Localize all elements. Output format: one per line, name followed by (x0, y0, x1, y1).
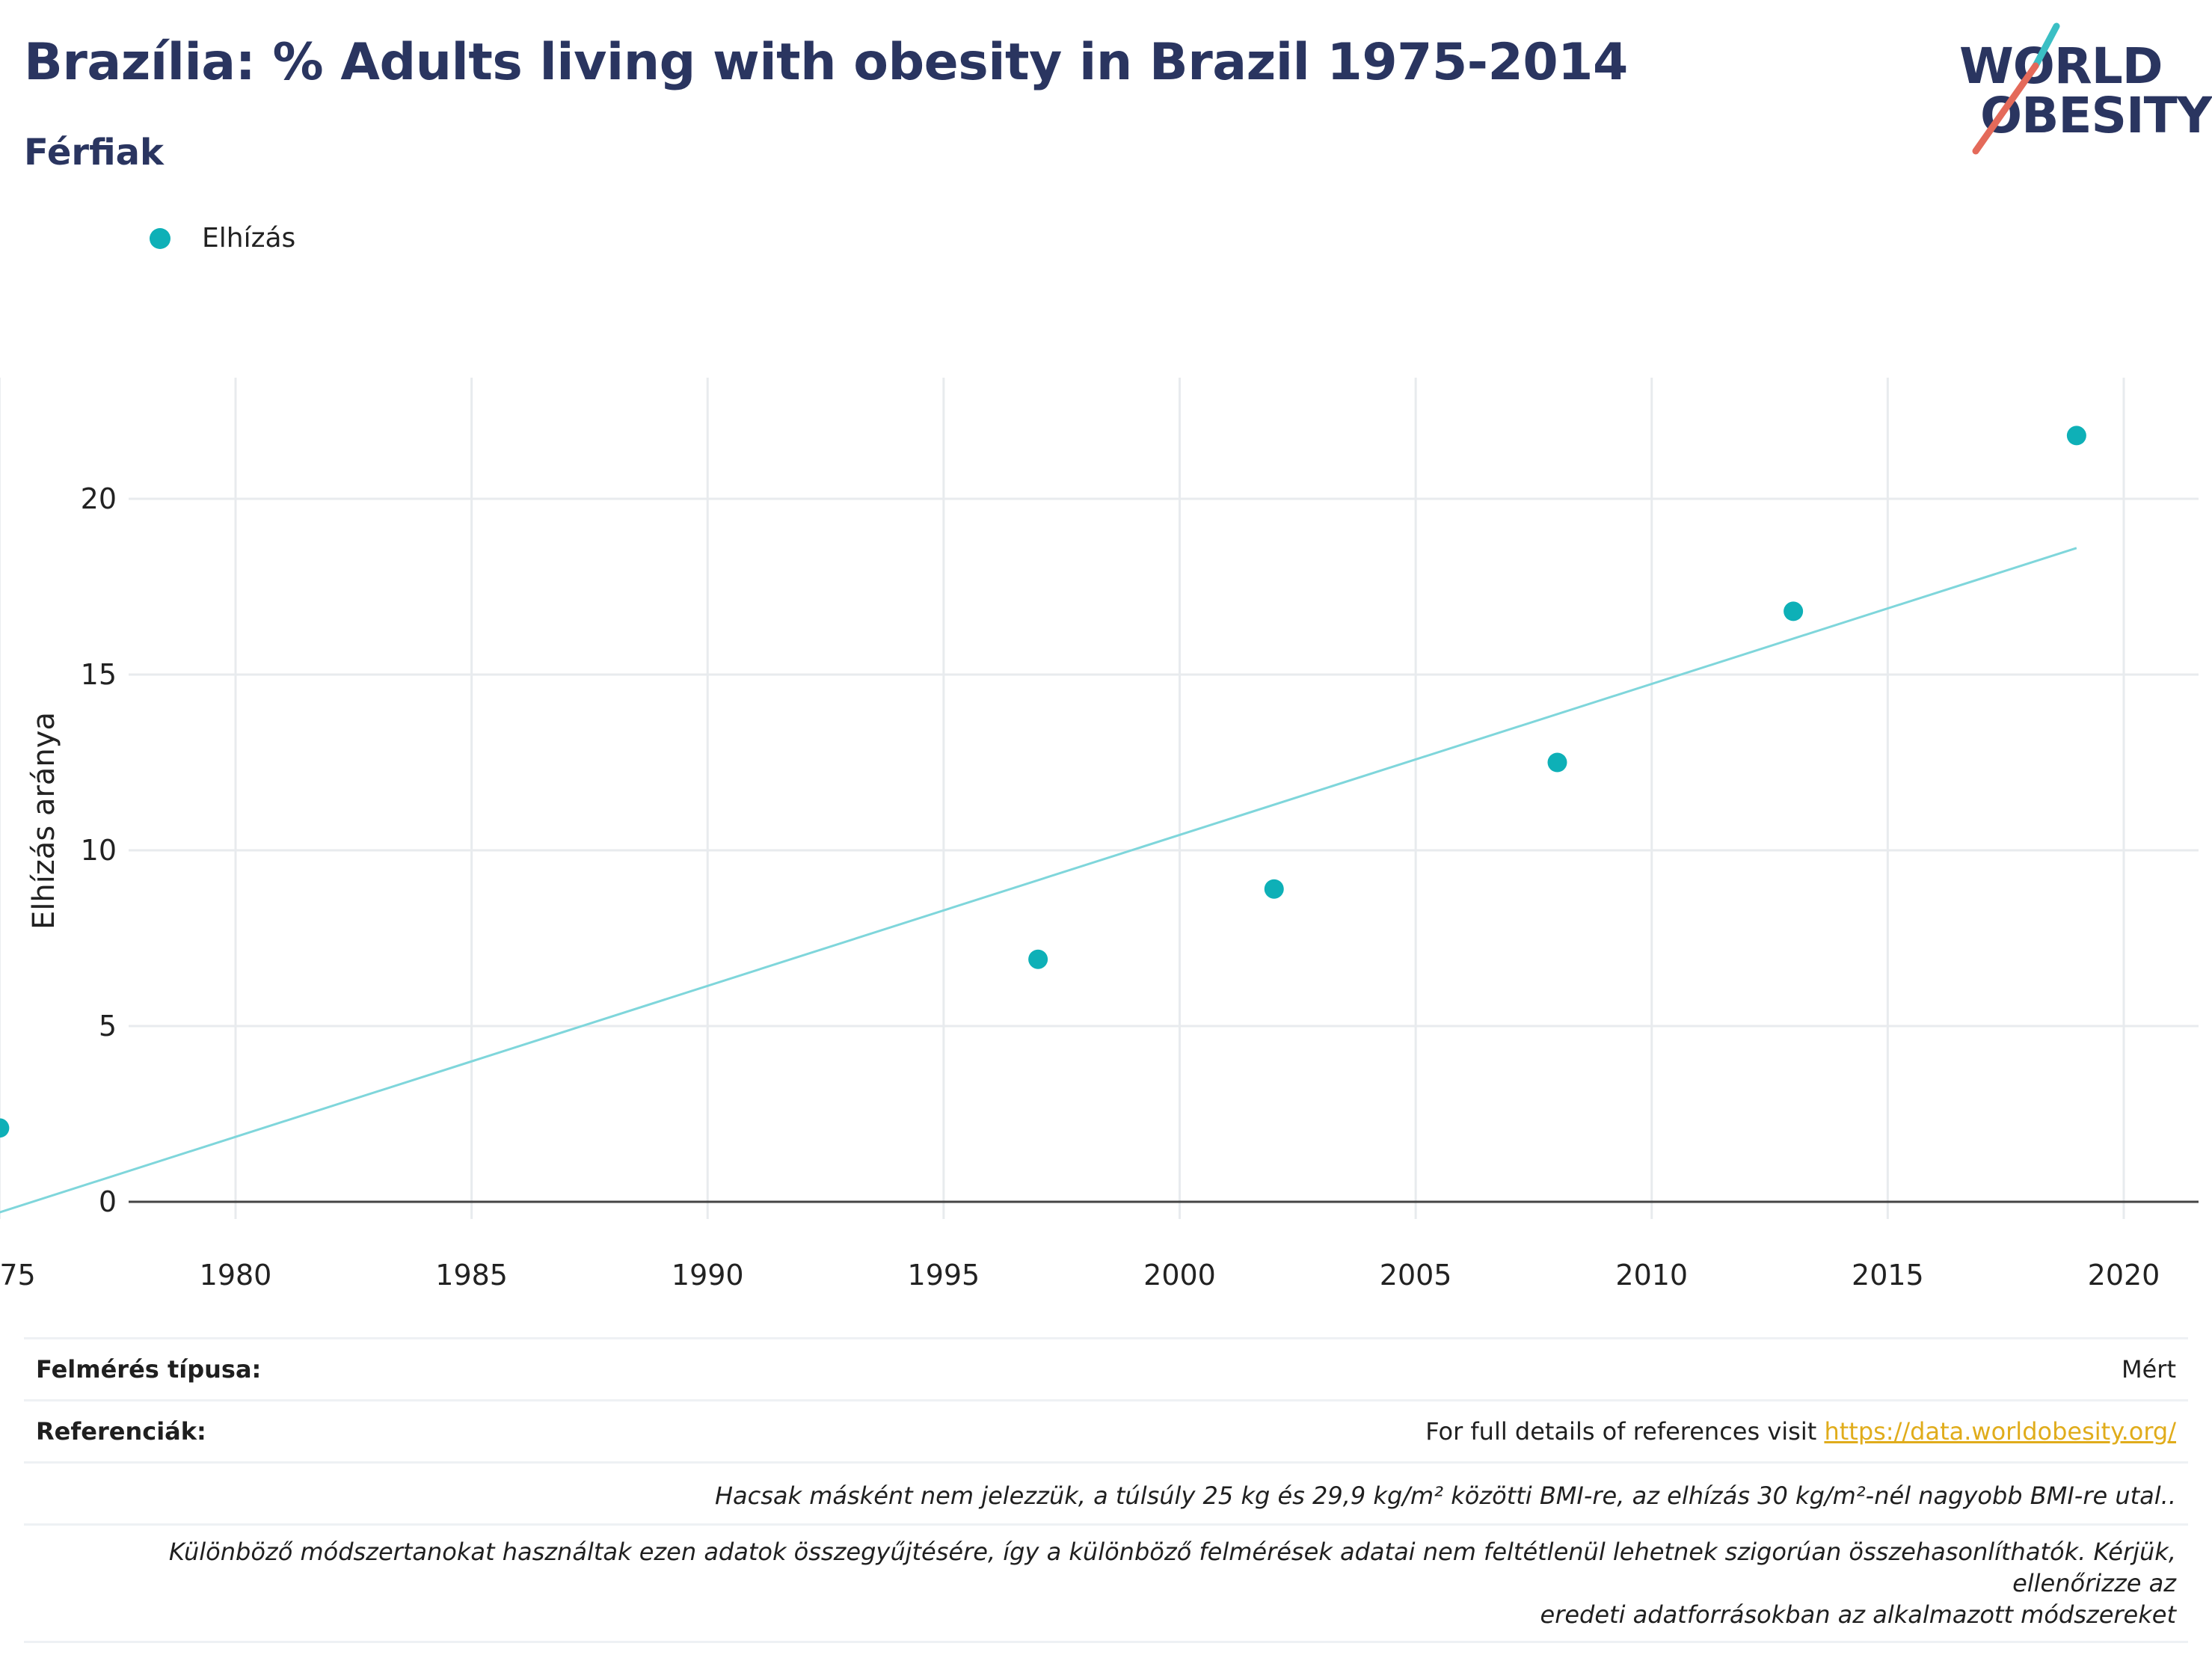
x-tick-label: 2005 (1380, 1259, 1452, 1292)
x-tick-label: 1990 (672, 1259, 744, 1292)
note-bmi-text: Hacsak másként nem jelezzük, a túlsúly 2… (714, 1481, 2176, 1510)
y-tick-label: 0 (99, 1185, 117, 1218)
survey-type-label: Felmérés típusa: (36, 1355, 262, 1384)
logo-text-obesity: OBESITY (1980, 87, 2212, 144)
data-point (1784, 601, 1804, 621)
survey-type-value: Mért (2122, 1355, 2176, 1384)
references-label: Referenciák: (36, 1417, 206, 1446)
y-tick-label: 5 (99, 1010, 117, 1043)
x-tick-label: 1985 (435, 1259, 508, 1292)
references-link[interactable]: https://data.worldobesity.org/ (1824, 1417, 2176, 1446)
world-obesity-logo: WORLD OBESITY (1944, 22, 2212, 157)
x-tick-label: 2015 (1852, 1259, 1924, 1292)
references-text: For full details of references visit (1425, 1417, 1825, 1446)
legend-label: Elhízás (202, 223, 296, 254)
note-methods-line1: Különböző módszertanokat használtak ezen… (168, 1538, 2176, 1597)
data-point (1264, 879, 1284, 899)
axes: 1975198019851990199520002005201020152020… (0, 482, 2199, 1292)
x-tick-label: 1980 (200, 1259, 272, 1292)
chart-area: 1975198019851990199520002005201020152020… (0, 378, 2199, 1292)
x-tick-label: 2000 (1143, 1259, 1216, 1292)
data-point (0, 1118, 10, 1138)
chart-subtitle: Férfiak (24, 132, 164, 174)
data-point (2066, 426, 2086, 446)
data-point (1547, 752, 1567, 773)
grid-lines (0, 378, 2199, 1219)
trendline (0, 547, 2077, 1214)
logo-text-world: WORLD (1959, 37, 2163, 95)
footer-note-bmi: Hacsak másként nem jelezzük, a túlsúly 2… (24, 1461, 2188, 1528)
x-tick-label: 2020 (2088, 1259, 2160, 1292)
trendline-line (0, 547, 2077, 1214)
data-point (1028, 949, 1048, 969)
logo-slash-icon (1972, 22, 2060, 155)
chart-title: Brazília: % Adults living with obesity i… (24, 33, 1628, 92)
x-tick-label: 2010 (1615, 1259, 1688, 1292)
legend[interactable]: Elhízás (150, 223, 295, 254)
note-methods-line2: eredeti adatforrásokban az alkalmazott m… (1540, 1600, 2177, 1629)
x-tick-label: 1995 (908, 1259, 980, 1292)
legend-marker-icon (150, 227, 170, 249)
footer-survey-row: Felmérés típusa: Mért (24, 1337, 2188, 1399)
y-tick-label: 10 (81, 834, 117, 867)
footer-note-methods: Különböző módszertanokat használtak ezen… (24, 1523, 2188, 1643)
y-tick-label: 15 (81, 658, 117, 691)
x-tick-label: 1975 (0, 1259, 36, 1292)
footer-references-row: Referenciák: For full details of referen… (24, 1399, 2188, 1461)
data-points (0, 426, 2086, 1138)
y-tick-label: 20 (81, 482, 117, 515)
y-axis-label: Elhízás aránya (27, 712, 61, 930)
